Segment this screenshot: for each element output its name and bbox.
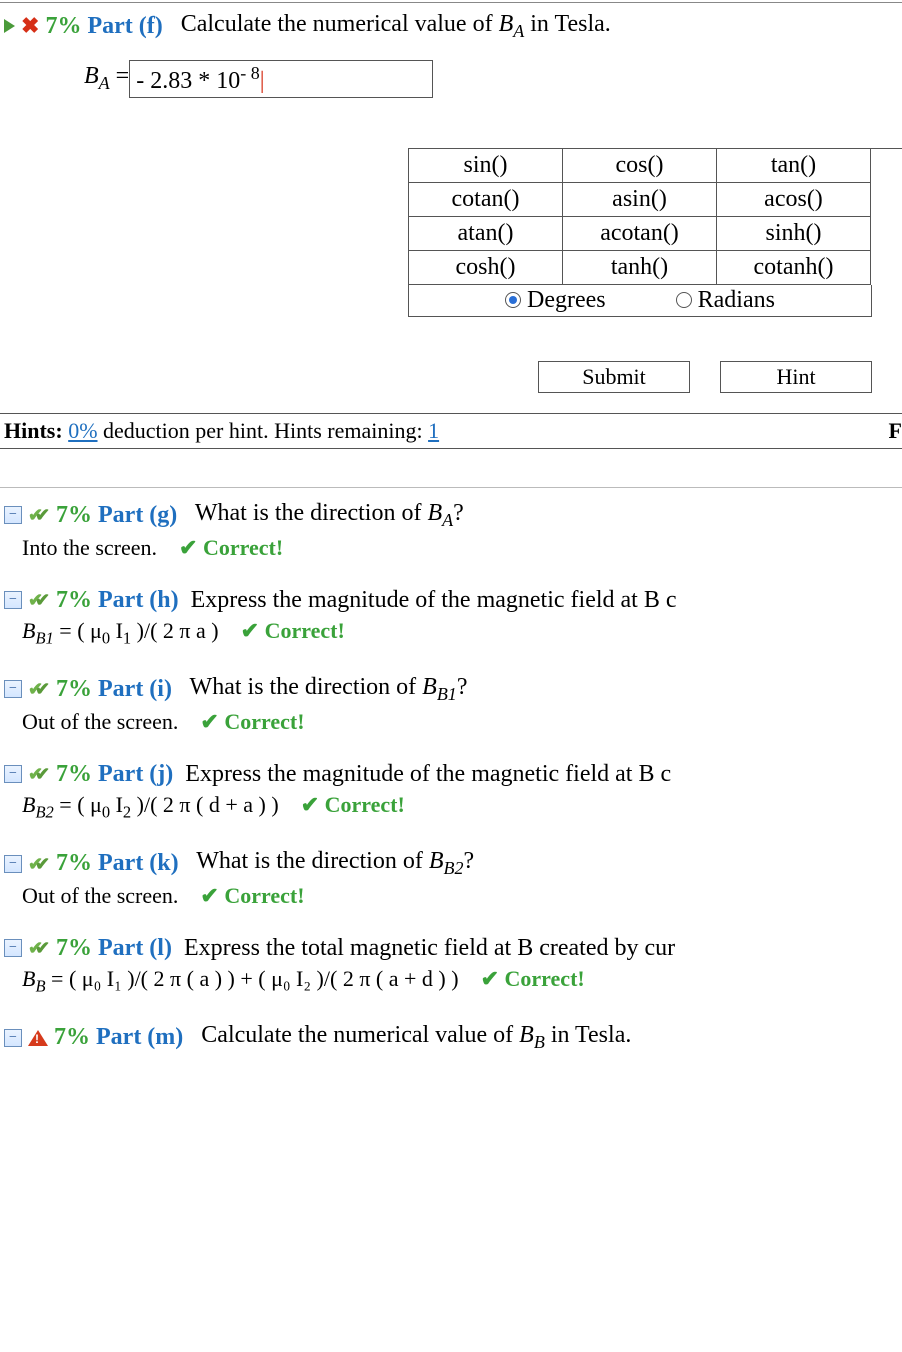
- part-j-answer: BB2 = ( μ0 I2 )/( 2 π ( d + a ) ) ✔ Corr…: [0, 788, 902, 822]
- hint-button[interactable]: Hint: [720, 361, 872, 393]
- part-j-label: Part (j): [98, 761, 173, 788]
- part-i-label: Part (i): [98, 676, 172, 703]
- degrees-label: Degrees: [527, 287, 606, 314]
- part-h-answer: BB1 = ( μ0 I1 )/( 2 π a ) ✔ Correct!: [0, 614, 902, 648]
- part-k-answer: Out of the screen. ✔ Correct!: [0, 879, 902, 909]
- func-sin-button[interactable]: sin(): [409, 149, 563, 183]
- double-check-icon: [28, 590, 50, 610]
- collapse-icon[interactable]: [4, 591, 22, 609]
- check-icon: ✔ Correct!: [200, 709, 304, 734]
- func-cotan-button[interactable]: cotan(): [409, 183, 563, 217]
- part-m-question: Calculate the numerical value of BB in T…: [189, 1022, 631, 1053]
- angle-mode-row: Degrees Radians: [408, 285, 872, 317]
- part-h-question: Express the magnitude of the magnetic fi…: [185, 587, 677, 614]
- part-h-label: Part (h): [98, 587, 179, 614]
- collapse-icon[interactable]: [4, 765, 22, 783]
- func-sinh-button[interactable]: sinh(): [717, 217, 871, 251]
- action-buttons: Submit Hint: [538, 361, 902, 393]
- part-l-label: Part (l): [98, 935, 172, 962]
- part-l-pct: 7%: [56, 935, 92, 962]
- func-cosh-button[interactable]: cosh(): [409, 251, 563, 285]
- collapse-icon[interactable]: [4, 855, 22, 873]
- part-k-pct: 7%: [56, 850, 92, 877]
- part-f-pct: 7%: [45, 13, 81, 40]
- part-h-header: 7% Part (h) Express the magnitude of the…: [0, 585, 902, 614]
- double-check-icon: [28, 679, 50, 699]
- part-m-pct: 7%: [54, 1024, 90, 1051]
- hints-label: Hints:: [4, 418, 63, 443]
- part-g-label: Part (g): [98, 502, 177, 529]
- check-icon: ✔ Correct!: [179, 535, 283, 560]
- check-icon: ✔ Correct!: [301, 792, 405, 817]
- answer-row: BA = - 2.83 * 10- 8|: [84, 60, 902, 98]
- right-truncated-char: F: [889, 418, 902, 444]
- collapse-icon[interactable]: [4, 1029, 22, 1047]
- double-check-icon: [28, 938, 50, 958]
- answer-input[interactable]: - 2.83 * 10- 8|: [129, 60, 433, 98]
- hints-mid-text: deduction per hint. Hints remaining:: [103, 418, 428, 443]
- text-cursor-icon: |: [260, 68, 265, 94]
- submit-button[interactable]: Submit: [538, 361, 690, 393]
- part-i-question: What is the direction of BB1?: [178, 674, 468, 705]
- part-g-pct: 7%: [56, 502, 92, 529]
- collapse-icon[interactable]: [4, 680, 22, 698]
- part-g-question: What is the direction of BA?: [183, 500, 464, 531]
- part-f-question: Calculate the numerical value of BA in T…: [169, 11, 611, 42]
- part-f-header: ✖ 7% Part (f) Calculate the numerical va…: [0, 9, 902, 42]
- func-tanh-button[interactable]: tanh(): [563, 251, 717, 285]
- func-tan-button[interactable]: tan(): [717, 149, 871, 183]
- hints-bar: Hints: 0% deduction per hint. Hints rema…: [0, 413, 902, 449]
- func-acos-button[interactable]: acos(): [717, 183, 871, 217]
- func-cotanh-button[interactable]: cotanh(): [717, 251, 871, 285]
- func-asin-button[interactable]: asin(): [563, 183, 717, 217]
- func-acotan-button[interactable]: acotan(): [563, 217, 717, 251]
- double-check-icon: [28, 505, 50, 525]
- part-l-question: Express the total magnetic field at B cr…: [178, 935, 675, 962]
- radians-label: Radians: [698, 287, 775, 314]
- part-j-question: Express the magnitude of the magnetic fi…: [179, 761, 671, 788]
- part-k-header: 7% Part (k) What is the direction of BB2…: [0, 846, 902, 879]
- function-keypad: sin()cos()tan() cotan()asin()acos() atan()…: [408, 148, 902, 317]
- part-l-answer: BB = ( μ₀ I₁ )/( 2 π ( a ) ) + ( μ₀ I₂ )…: [0, 962, 902, 996]
- warning-icon: [28, 1030, 48, 1046]
- degrees-radio[interactable]: Degrees: [505, 287, 606, 314]
- part-g-answer: Into the screen. ✔ Correct!: [0, 531, 902, 561]
- part-g-header: 7% Part (g) What is the direction of BA?: [0, 498, 902, 531]
- double-check-icon: [28, 764, 50, 784]
- check-icon: ✔ Correct!: [241, 618, 345, 643]
- collapse-icon[interactable]: [4, 506, 22, 524]
- part-j-header: 7% Part (j) Express the magnitude of the…: [0, 759, 902, 788]
- part-k-label: Part (k): [98, 850, 179, 877]
- radians-radio[interactable]: Radians: [676, 287, 775, 314]
- func-cos-button[interactable]: cos(): [563, 149, 717, 183]
- double-check-icon: [28, 854, 50, 874]
- radio-selected-icon: [505, 292, 521, 308]
- radio-unselected-icon: [676, 292, 692, 308]
- expand-icon[interactable]: [4, 19, 15, 33]
- part-m-label: Part (m): [96, 1024, 183, 1051]
- part-l-header: 7% Part (l) Express the total magnetic f…: [0, 933, 902, 962]
- part-j-pct: 7%: [56, 761, 92, 788]
- part-k-question: What is the direction of BB2?: [185, 848, 475, 879]
- func-atan-button[interactable]: atan(): [409, 217, 563, 251]
- part-i-answer: Out of the screen. ✔ Correct!: [0, 705, 902, 735]
- part-i-pct: 7%: [56, 676, 92, 703]
- check-icon: ✔ Correct!: [481, 966, 585, 991]
- part-m-header: 7% Part (m) Calculate the numerical valu…: [0, 1020, 902, 1053]
- hints-deduction: 0%: [68, 418, 97, 443]
- incorrect-icon: ✖: [21, 15, 39, 37]
- part-h-pct: 7%: [56, 587, 92, 614]
- check-icon: ✔ Correct!: [200, 883, 304, 908]
- part-i-header: 7% Part (i) What is the direction of BB1…: [0, 672, 902, 705]
- answer-var: BA =: [84, 63, 129, 94]
- part-f-label: Part (f): [87, 13, 162, 40]
- hints-remaining: 1: [428, 418, 439, 443]
- collapse-icon[interactable]: [4, 939, 22, 957]
